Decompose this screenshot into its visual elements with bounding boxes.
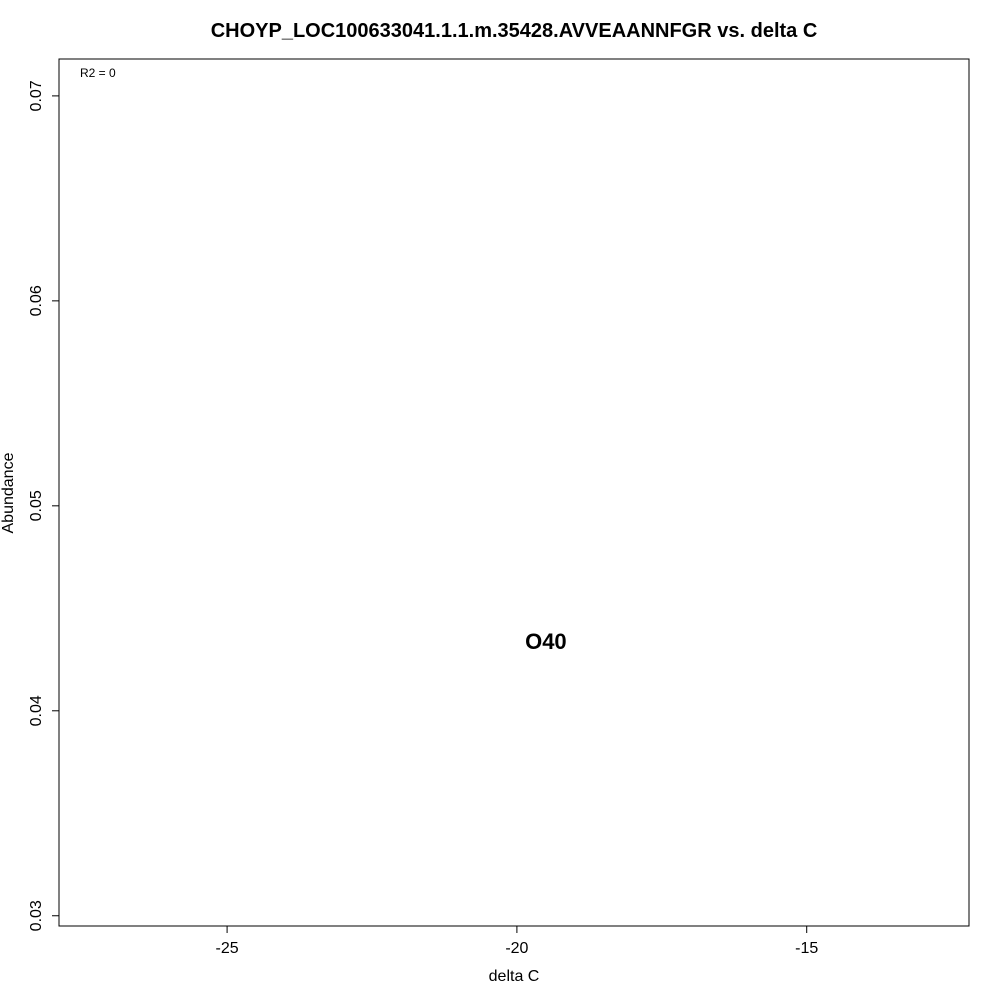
y-tick-label: 0.03 bbox=[28, 900, 45, 931]
r2-annotation: R2 = 0 bbox=[80, 66, 116, 80]
y-tick-label: 0.05 bbox=[28, 490, 45, 521]
plot-frame bbox=[58, 58, 970, 927]
chart-title: CHOYP_LOC100633041.1.1.m.35428.AVVEAANNF… bbox=[211, 20, 818, 42]
x-tick-label: -20 bbox=[505, 940, 528, 957]
data-points: O40 bbox=[525, 629, 567, 654]
y-tick-label: 0.06 bbox=[28, 285, 45, 316]
y-tick-label: 0.07 bbox=[28, 80, 45, 111]
y-axis: 0.03 0.04 0.05 0.06 0.07 bbox=[28, 80, 59, 931]
y-tick-label: 0.04 bbox=[28, 695, 45, 726]
x-axis-label: delta C bbox=[489, 968, 540, 985]
x-tick-label: -25 bbox=[216, 940, 239, 957]
x-axis: -25 -20 -15 bbox=[216, 926, 818, 957]
data-point-label: O40 bbox=[525, 629, 567, 654]
y-axis-label: Abundance bbox=[0, 452, 17, 533]
x-tick-label: -15 bbox=[795, 940, 818, 957]
